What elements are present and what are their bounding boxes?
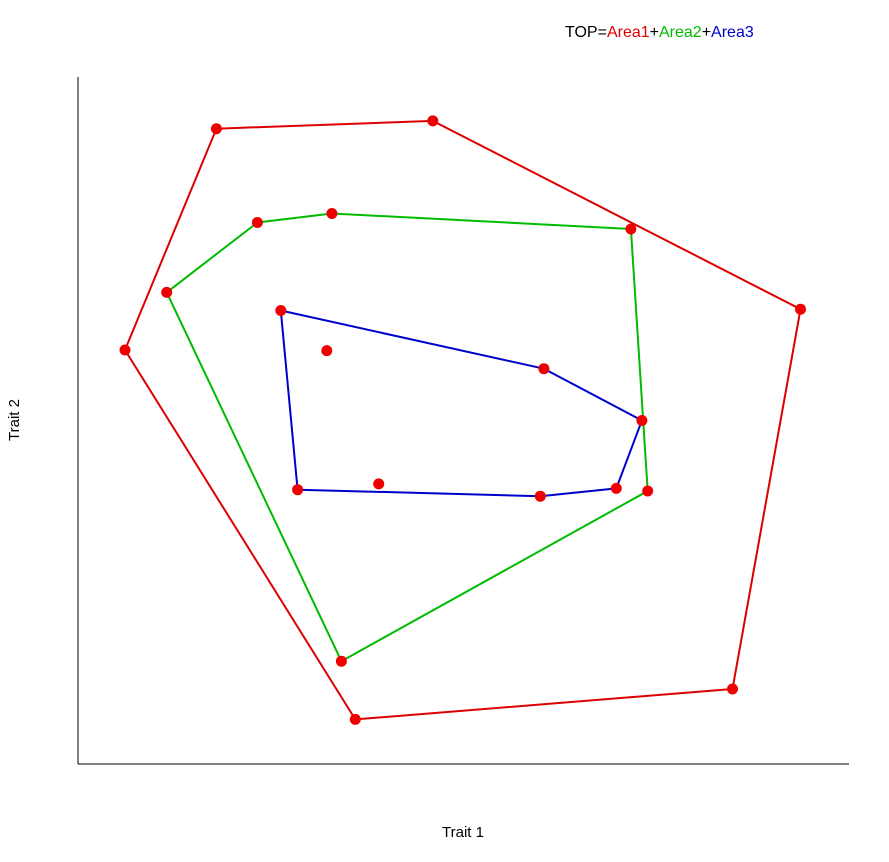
data-point <box>251 217 263 228</box>
data-point <box>538 363 550 375</box>
title-part-top: TOP= <box>565 24 607 41</box>
data-point <box>326 208 338 219</box>
data-point <box>321 345 333 357</box>
title-part-area1: Area1 <box>607 24 650 41</box>
title-part-area2: Area2 <box>659 24 702 41</box>
title-part-plus-1: + <box>650 24 659 41</box>
data-point <box>210 123 222 135</box>
data-point <box>427 115 439 127</box>
data-point <box>335 655 347 667</box>
data-point <box>292 484 304 496</box>
hull-area2 <box>165 212 649 663</box>
data-point <box>534 490 546 502</box>
y-axis-label: Trait 2 <box>6 399 23 441</box>
data-point <box>636 415 648 426</box>
data-point <box>795 303 806 315</box>
data-point <box>275 305 287 316</box>
data-point <box>119 344 131 356</box>
data-point <box>625 223 637 235</box>
title-part-area3: Area3 <box>711 24 754 41</box>
data-point <box>642 485 654 497</box>
data-point <box>373 478 385 490</box>
hull-area3 <box>279 309 643 498</box>
chart-title: TOP=Area1+Area2+Area3 <box>565 24 754 41</box>
data-points <box>119 115 806 725</box>
area-hulls <box>124 119 802 721</box>
data-point <box>610 482 622 494</box>
data-point <box>349 713 361 725</box>
title-part-plus-2: + <box>702 24 711 41</box>
x-axis-label: Trait 1 <box>442 824 484 841</box>
data-point <box>727 683 738 695</box>
data-point <box>161 286 173 298</box>
